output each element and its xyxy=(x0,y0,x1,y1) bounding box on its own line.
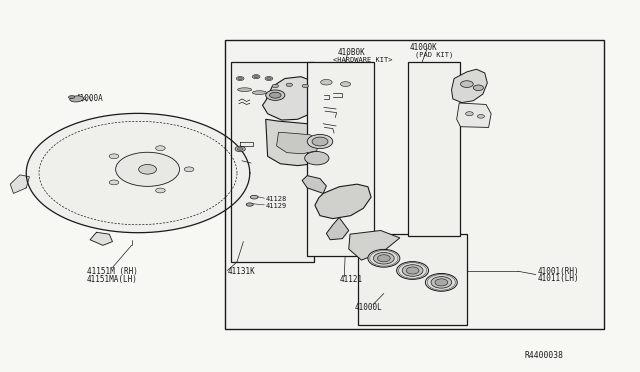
Bar xyxy=(225,39,604,329)
Ellipse shape xyxy=(156,188,165,193)
Text: 41001(RH): 41001(RH) xyxy=(537,267,579,276)
Polygon shape xyxy=(10,175,29,193)
Ellipse shape xyxy=(237,147,243,150)
Ellipse shape xyxy=(109,154,119,159)
Ellipse shape xyxy=(302,84,308,87)
Ellipse shape xyxy=(272,84,278,87)
Polygon shape xyxy=(262,77,320,120)
Ellipse shape xyxy=(254,76,259,78)
Text: 41151M (RH): 41151M (RH) xyxy=(87,267,138,276)
Polygon shape xyxy=(307,62,374,256)
Polygon shape xyxy=(457,103,491,128)
Text: 41011(LH): 41011(LH) xyxy=(537,274,579,283)
Ellipse shape xyxy=(305,151,329,165)
Ellipse shape xyxy=(236,77,244,81)
Ellipse shape xyxy=(378,255,390,262)
Ellipse shape xyxy=(252,75,260,79)
Ellipse shape xyxy=(238,77,243,80)
Ellipse shape xyxy=(473,85,483,90)
Ellipse shape xyxy=(237,88,252,92)
Polygon shape xyxy=(276,132,319,154)
Polygon shape xyxy=(326,218,349,240)
Text: <HARDWARE KIT>: <HARDWARE KIT> xyxy=(333,57,392,63)
Polygon shape xyxy=(315,184,371,219)
Ellipse shape xyxy=(321,80,332,85)
Ellipse shape xyxy=(466,112,473,116)
Ellipse shape xyxy=(368,249,400,267)
Ellipse shape xyxy=(116,152,179,186)
Ellipse shape xyxy=(269,92,281,98)
Text: (PAD KIT): (PAD KIT) xyxy=(415,51,452,58)
Text: R4400038: R4400038 xyxy=(524,351,563,360)
Ellipse shape xyxy=(340,82,351,87)
Ellipse shape xyxy=(431,276,452,288)
Ellipse shape xyxy=(266,90,285,100)
Ellipse shape xyxy=(109,180,119,185)
Polygon shape xyxy=(230,62,314,262)
Ellipse shape xyxy=(307,135,333,148)
Polygon shape xyxy=(302,176,326,193)
Ellipse shape xyxy=(267,77,271,80)
Ellipse shape xyxy=(139,164,157,174)
Polygon shape xyxy=(358,234,467,325)
Ellipse shape xyxy=(435,279,448,286)
Ellipse shape xyxy=(184,167,194,172)
Text: 41000A: 41000A xyxy=(76,94,104,103)
Text: 41131K: 41131K xyxy=(227,267,255,276)
Text: 41000K: 41000K xyxy=(410,42,437,51)
Ellipse shape xyxy=(70,96,84,102)
Ellipse shape xyxy=(156,146,165,151)
Polygon shape xyxy=(408,62,461,236)
Ellipse shape xyxy=(246,203,253,206)
Polygon shape xyxy=(26,113,250,233)
Polygon shape xyxy=(266,119,333,166)
Ellipse shape xyxy=(68,96,75,99)
Ellipse shape xyxy=(286,83,292,87)
Text: 41121: 41121 xyxy=(339,275,362,284)
Polygon shape xyxy=(452,69,487,103)
Ellipse shape xyxy=(374,253,394,264)
Ellipse shape xyxy=(477,115,484,118)
Ellipse shape xyxy=(252,91,266,94)
Text: 41000L: 41000L xyxy=(355,303,383,312)
Ellipse shape xyxy=(312,137,328,146)
Ellipse shape xyxy=(406,267,419,274)
Text: 41128: 41128 xyxy=(266,196,287,202)
Text: 410B0K: 410B0K xyxy=(338,48,365,57)
Ellipse shape xyxy=(235,146,245,152)
Text: 41129: 41129 xyxy=(266,203,287,209)
Ellipse shape xyxy=(397,262,429,279)
Ellipse shape xyxy=(402,265,423,276)
Ellipse shape xyxy=(461,81,473,87)
Ellipse shape xyxy=(250,195,258,199)
Ellipse shape xyxy=(265,77,273,81)
Polygon shape xyxy=(349,231,400,260)
Ellipse shape xyxy=(426,273,458,291)
Polygon shape xyxy=(90,232,113,245)
Text: 41151MA(LH): 41151MA(LH) xyxy=(87,275,138,284)
